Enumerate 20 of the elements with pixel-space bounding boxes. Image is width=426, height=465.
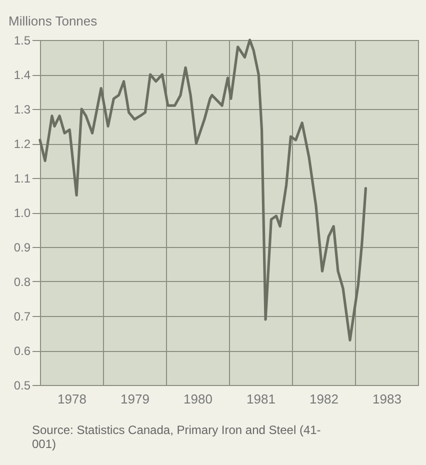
y-axis-title: Millions Tonnes xyxy=(8,14,98,28)
y-tick-label: 1.2 xyxy=(14,137,31,151)
y-tick-label: 0.8 xyxy=(14,275,31,289)
y-tick-label: 1.3 xyxy=(14,102,31,116)
y-tick-label: 1.1 xyxy=(14,172,31,186)
x-tick-label: 1981 xyxy=(246,392,276,406)
y-tick-label: 0.9 xyxy=(14,240,31,254)
y-tick-label: 0.6 xyxy=(14,344,31,358)
x-tick-label: 1983 xyxy=(372,392,402,406)
y-tick-label: 0.7 xyxy=(14,310,31,324)
y-tick-label: 1.5 xyxy=(14,34,31,48)
source-note: Source: Statistics Canada, Primary Iron and Steel (41-001) xyxy=(32,423,322,451)
x-tick-label: 1978 xyxy=(58,392,86,406)
line-series xyxy=(38,38,368,342)
x-tick-label: 1980 xyxy=(184,392,212,406)
y-tick-label: 0.5 xyxy=(14,378,31,392)
y-tick-label: 1.0 xyxy=(14,206,31,220)
y-tick-label: 1.4 xyxy=(14,68,31,82)
x-tick-label: 1979 xyxy=(120,392,150,406)
x-tick-label: 1982 xyxy=(310,392,338,406)
